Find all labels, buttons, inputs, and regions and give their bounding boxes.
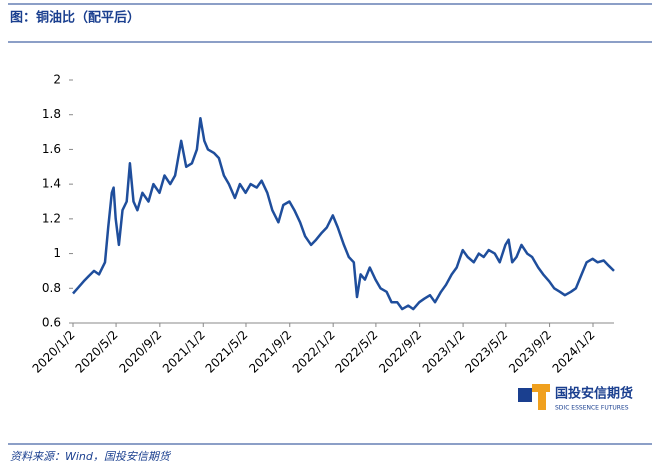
y-tick-label: 1 <box>53 246 61 260</box>
chart-title: 图：铜油比（配平后） <box>10 10 140 26</box>
y-tick-label: 0.6 <box>42 316 61 330</box>
logo-mark <box>538 392 546 410</box>
x-tick-label: 2021/5/2 <box>203 328 251 376</box>
y-tick-label: 2 <box>53 73 61 87</box>
x-tick-label: 2022/1/2 <box>290 328 338 376</box>
x-tick-label: 2020/1/2 <box>30 328 78 376</box>
line-series <box>72 116 615 311</box>
logo: 国投安信期货 SDIC ESSENCE FUTURES <box>518 384 633 412</box>
y-tick-label: 1.4 <box>42 177 61 191</box>
x-tick-label: 2024/1/2 <box>550 328 598 376</box>
y-tick-label: 1.8 <box>42 107 61 121</box>
x-tick-label: 2021/9/2 <box>246 328 294 376</box>
logo-mark <box>532 384 550 392</box>
source: 资料来源：Wind，国投安信期货 <box>10 450 172 463</box>
logo-subtitle: SDIC ESSENCE FUTURES <box>555 405 629 412</box>
logo-mark <box>518 388 532 402</box>
logo-name: 国投安信期货 <box>555 386 633 402</box>
x-tick-label: 2023/5/2 <box>462 328 510 376</box>
x-tick-label: 2022/5/2 <box>332 328 380 376</box>
x-tick-label: 2023/1/2 <box>420 328 468 376</box>
y-tick-label: 1.6 <box>42 142 61 156</box>
x-tick-label: 2020/9/2 <box>116 328 164 376</box>
y-tick-label: 0.8 <box>42 281 61 295</box>
x-tick-label: 2023/9/2 <box>506 328 554 376</box>
y-tick-label: 1.2 <box>42 211 61 225</box>
x-tick-label: 2022/9/2 <box>376 328 424 376</box>
x-tick-label: 2021/1/2 <box>160 328 208 376</box>
x-tick-label: 2020/5/2 <box>73 328 121 376</box>
